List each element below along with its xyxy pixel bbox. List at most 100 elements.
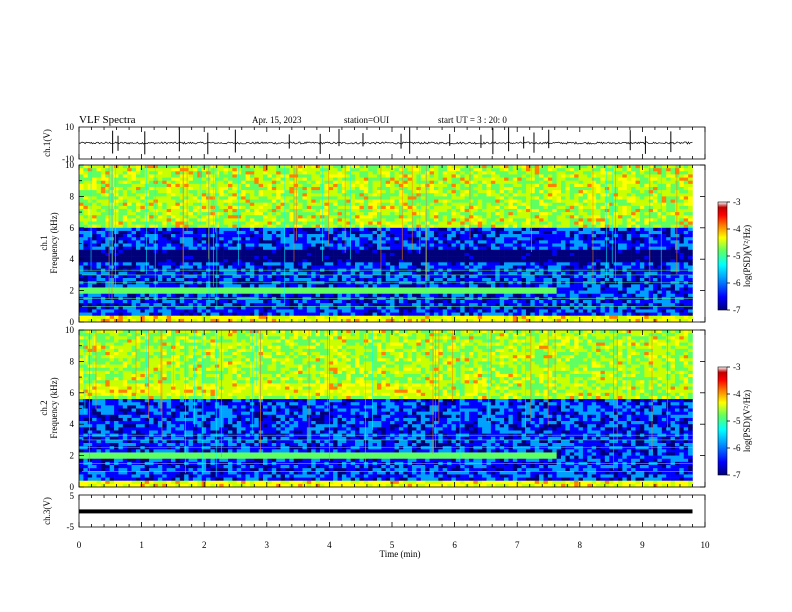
spectrogram-cell — [666, 218, 671, 222]
spectrogram-cell — [578, 171, 584, 175]
spectrogram-cell — [469, 202, 474, 207]
spectrogram-cell — [582, 234, 588, 238]
spectrogram-cell — [175, 183, 181, 188]
spectrogram-cell — [289, 168, 295, 172]
spectrogram-cell — [100, 227, 106, 232]
spectrogram-cell — [561, 224, 566, 229]
spectrogram-cell — [333, 174, 338, 178]
spectrogram-cell — [254, 218, 259, 222]
spectrogram-cell — [346, 246, 351, 251]
spectrogram-cell — [482, 183, 487, 188]
spectrogram-cell — [534, 256, 540, 260]
spectrogram-cell — [604, 230, 610, 235]
spectrogram-cell — [521, 202, 527, 207]
spectrogram-cell — [302, 186, 308, 191]
spectrogram-cell — [451, 193, 457, 197]
spectrogram-cell — [661, 183, 667, 188]
spectrogram-cell — [175, 243, 181, 247]
spectrogram-cell — [679, 177, 685, 181]
spectrogram-cell — [648, 205, 654, 210]
spectrogram-cell — [324, 183, 330, 188]
spectrogram-cell — [280, 262, 286, 266]
spectrogram-cell — [267, 190, 273, 194]
spectrogram-cell — [438, 212, 443, 216]
spectrogram-cell — [569, 262, 575, 266]
spectrogram-cell — [105, 224, 110, 229]
spectrogram-cell — [355, 196, 360, 200]
spectrogram-cell — [122, 237, 128, 241]
spectrogram-cell — [438, 180, 443, 185]
spectrogram-cell — [188, 218, 194, 222]
spectrogram-cell — [425, 199, 430, 203]
spectrogram-cell — [512, 218, 518, 222]
spectrogram-cell — [666, 205, 671, 210]
spectrogram-cell — [469, 218, 474, 222]
spectrogram-cell — [293, 205, 299, 210]
spectrogram-cell — [241, 221, 246, 225]
spectrogram-cell — [271, 271, 277, 276]
spectrogram-cell — [328, 265, 334, 269]
spectrogram-cell — [157, 190, 163, 194]
spectrogram-cell — [635, 196, 641, 200]
spectrogram-cell — [552, 190, 557, 194]
spectrogram-cell — [547, 234, 553, 238]
spectrogram-cell — [398, 202, 404, 207]
spectrogram-cell — [469, 227, 474, 232]
spectrogram-cell — [289, 237, 295, 241]
spectrogram-cell — [539, 227, 544, 232]
spectrogram-cell — [271, 196, 277, 200]
spectrogram-cell — [280, 215, 286, 219]
spectrogram-cell — [578, 183, 584, 188]
spectrogram-cell — [96, 249, 102, 254]
spectrogram-cell — [289, 212, 295, 216]
spectrogram-cell — [582, 174, 588, 178]
spectrogram-cell — [569, 168, 575, 172]
spectrogram-cell — [390, 196, 395, 200]
spectrogram-cell — [92, 271, 97, 276]
spectrogram-cell — [236, 212, 242, 216]
spectrogram-cell — [429, 271, 435, 276]
spectrogram-cell — [543, 262, 549, 266]
spectrogram-cell — [79, 227, 84, 232]
spectrogram-cell — [258, 243, 264, 247]
spectrogram-cell — [245, 240, 251, 244]
spectrogram-cell — [144, 190, 150, 194]
spectrogram-cell — [565, 199, 571, 203]
spectrogram-cell — [280, 221, 286, 225]
spectrogram-cell — [258, 240, 264, 244]
spectrogram-cell — [604, 237, 610, 241]
spectrogram-cell — [241, 271, 246, 276]
spectrogram-cell — [350, 215, 356, 219]
spectrogram-cell — [293, 252, 299, 257]
spectrogram-cell — [679, 262, 685, 266]
spectrogram-cell — [306, 249, 312, 254]
spectrogram-cell — [100, 237, 106, 241]
spectrogram-cell — [96, 190, 102, 194]
spectrogram-cell — [315, 234, 321, 238]
spectrogram-cell — [477, 199, 483, 203]
spectrogram-cell — [648, 246, 654, 251]
spectrogram-cell — [398, 259, 404, 263]
spectrogram-cell — [644, 215, 649, 219]
spectrogram-cell — [276, 240, 281, 244]
spectrogram-cell — [398, 240, 404, 244]
spectrogram-cell — [306, 196, 312, 200]
spectrogram-cell — [83, 237, 89, 241]
spectrogram-cell — [157, 208, 163, 213]
spectrogram-cell — [245, 168, 251, 172]
spectrogram-cell — [311, 199, 316, 203]
spectrogram-cell — [372, 168, 378, 172]
spectrogram-cell — [539, 208, 544, 213]
spectrogram-cell — [613, 205, 619, 210]
spectrogram-cell — [114, 249, 119, 254]
spectrogram-cell — [192, 271, 198, 276]
spectrogram-cell — [644, 193, 649, 197]
spectrogram-cell — [420, 205, 426, 210]
spectrogram-cell — [552, 205, 557, 210]
spectrogram-cell — [390, 205, 395, 210]
spectrogram-cell — [157, 252, 163, 257]
spectrogram-cell — [298, 180, 303, 185]
spectrogram-cell — [306, 243, 312, 247]
spectrogram-cell — [626, 221, 632, 225]
spectrogram-cell — [315, 205, 321, 210]
